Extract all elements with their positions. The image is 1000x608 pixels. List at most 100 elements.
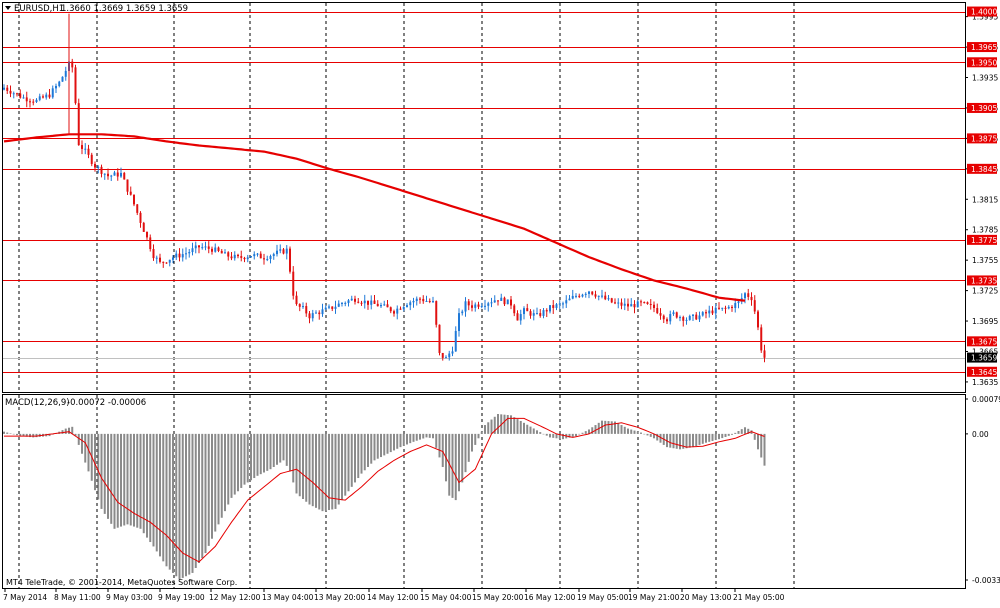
- macd-bar: [237, 433, 239, 492]
- candle-body: [386, 304, 389, 308]
- macd-bar: [266, 433, 269, 471]
- candle-body: [152, 249, 155, 259]
- level-tag[interactable]: [967, 275, 997, 286]
- candle-body: [513, 305, 516, 314]
- candle-body: [149, 237, 152, 250]
- macd-bar: [545, 433, 548, 436]
- candle-body: [35, 99, 38, 102]
- macd-bar: [165, 433, 168, 567]
- level-tag[interactable]: [967, 336, 997, 347]
- candle-body: [633, 304, 636, 308]
- candle-body: [711, 310, 714, 314]
- price-tick-label: 1.3665: [972, 347, 998, 356]
- candle-body: [123, 172, 126, 180]
- macd-bar: [607, 421, 610, 434]
- candle-body: [545, 310, 548, 312]
- level-tag[interactable]: [967, 366, 997, 377]
- candle-body: [217, 247, 220, 251]
- candle-body: [259, 253, 262, 259]
- candle-body: [441, 352, 444, 358]
- candle-body: [487, 303, 490, 306]
- candle-body: [653, 304, 655, 309]
- level-tag[interactable]: [967, 102, 997, 113]
- candle-body: [438, 324, 441, 353]
- candle-body: [279, 249, 282, 251]
- candle-body: [315, 312, 317, 314]
- candle-body: [81, 145, 83, 149]
- candle-body: [532, 313, 535, 316]
- macd-bar: [341, 433, 343, 501]
- candle-body: [328, 306, 330, 308]
- macd-bar: [623, 426, 626, 434]
- candle-body: [22, 97, 25, 99]
- candle-body: [136, 204, 139, 213]
- macd-bar: [588, 429, 590, 434]
- candle-body: [578, 295, 581, 297]
- candle-body: [510, 299, 512, 306]
- candle-body: [103, 173, 106, 175]
- candle-body: [6, 87, 9, 91]
- level-tag[interactable]: [967, 42, 997, 53]
- macd-bar: [3, 431, 5, 434]
- macd-bar: [490, 419, 493, 434]
- macd-bar: [510, 415, 512, 434]
- macd-bar: [198, 433, 200, 564]
- macd-bar: [298, 433, 301, 497]
- macd-bar: [568, 433, 571, 438]
- candle-body: [526, 308, 529, 312]
- macd-bar: [383, 433, 386, 456]
- candle-body: [311, 313, 314, 319]
- level-tag[interactable]: [967, 57, 997, 68]
- macd-bar: [74, 433, 77, 436]
- candle-body: [601, 295, 603, 297]
- candle-body: [480, 306, 483, 308]
- macd-bar: [480, 431, 483, 434]
- candle-body: [493, 300, 496, 303]
- macd-tick-label: 0.00079: [972, 395, 1000, 404]
- candle-body: [432, 301, 434, 303]
- macd-bar: [529, 426, 532, 434]
- macd-bar: [493, 416, 496, 434]
- macd-bar: [373, 433, 376, 461]
- macd-bar: [422, 433, 425, 439]
- time-tick-label: 21 May 05:00: [733, 593, 785, 602]
- level-tag[interactable]: [967, 163, 997, 174]
- time-tick-label: 19 May 21:00: [628, 593, 680, 602]
- candle-body: [61, 76, 64, 82]
- macd-bar: [68, 427, 70, 434]
- candle-body: [529, 311, 532, 316]
- candle-body: [347, 300, 350, 303]
- candle-body: [620, 302, 623, 306]
- level-tag[interactable]: [967, 234, 997, 245]
- macd-bar: [94, 433, 96, 491]
- chart-menu-triangle-icon[interactable]: [5, 6, 11, 10]
- candle-body: [100, 166, 103, 174]
- candle-body: [295, 295, 298, 305]
- candle-body: [55, 86, 57, 89]
- candle-body: [298, 304, 301, 307]
- level-tag[interactable]: [967, 133, 997, 144]
- macd-bar: [419, 433, 421, 440]
- candle-body: [412, 300, 415, 303]
- macd-bar: [727, 433, 730, 436]
- candle-body: [191, 248, 194, 253]
- candle-body: [71, 61, 74, 68]
- candle-body: [584, 293, 587, 295]
- level-tag[interactable]: [967, 6, 997, 17]
- candle-body: [16, 93, 18, 95]
- macd-bar: [6, 432, 9, 434]
- macd-bar: [636, 431, 639, 434]
- macd-bar: [539, 432, 542, 434]
- macd-bar: [581, 432, 584, 434]
- macd-bar: [708, 433, 711, 442]
- candle-body: [116, 172, 119, 177]
- candle-body: [516, 313, 519, 321]
- macd-bar: [471, 433, 473, 452]
- time-tick-label: 20 May 13:00: [680, 593, 732, 602]
- candle-body: [373, 300, 376, 304]
- macd-bar: [724, 433, 727, 437]
- candle-body: [237, 254, 239, 257]
- price-tick-label: 1.3995: [972, 13, 998, 22]
